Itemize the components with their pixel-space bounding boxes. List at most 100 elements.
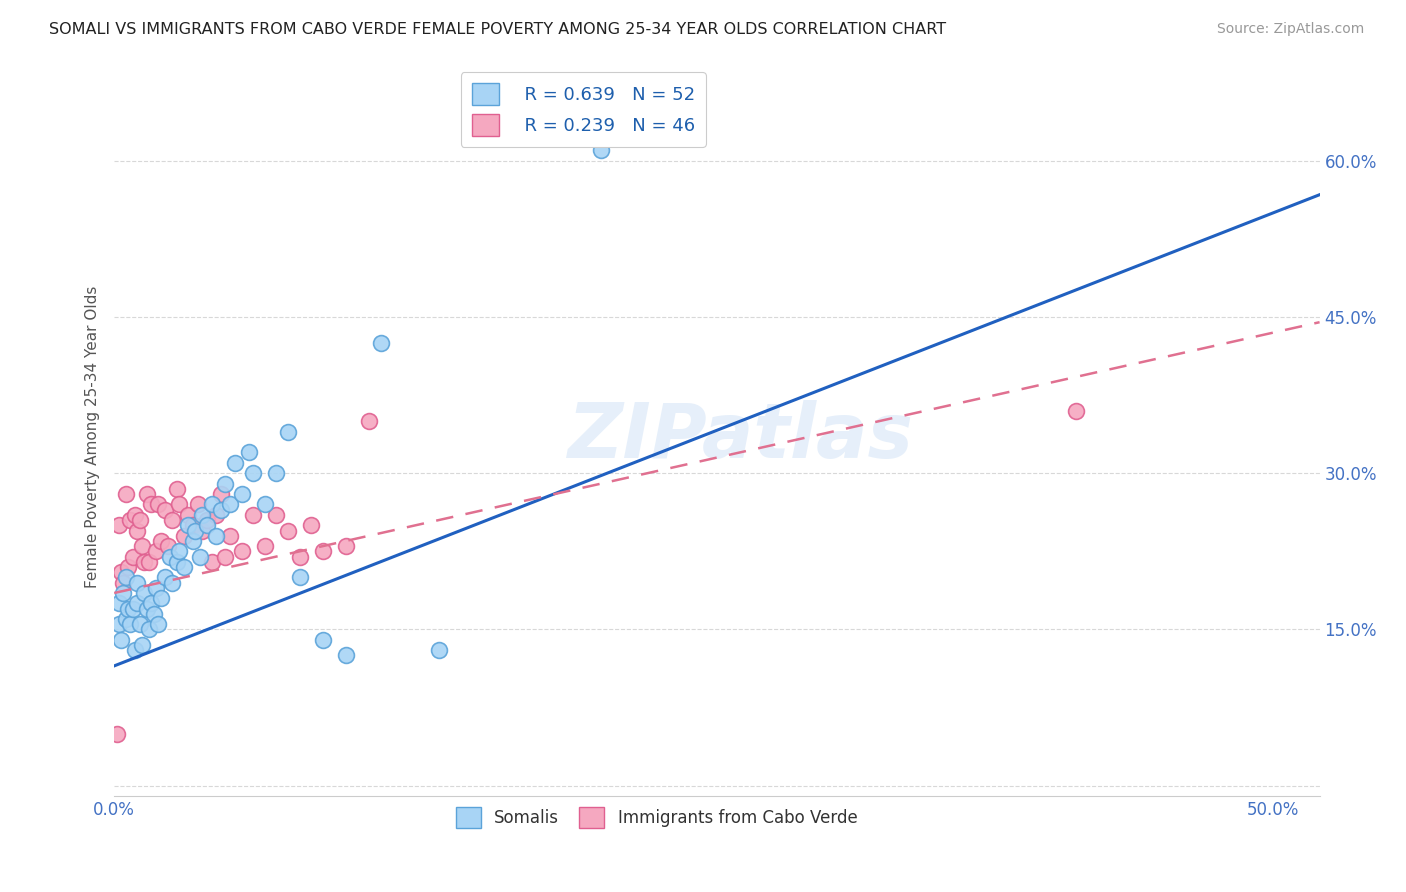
Point [335,648,357,663]
Point [266,508,288,522]
Point [153,502,176,516]
Point [224,456,246,470]
Point [120,513,142,527]
Point [142,607,165,621]
Point [184,524,207,538]
Point [149,533,172,548]
Point [149,591,172,606]
Point [188,549,211,564]
Point [148,498,170,512]
Point [134,586,156,600]
Point [148,617,170,632]
Point [138,623,160,637]
Point [200,555,222,569]
Point [167,544,190,558]
Point [195,518,218,533]
Point [209,487,232,501]
Point [153,570,176,584]
Point [112,586,135,600]
Point [127,575,149,590]
Text: ZIPatlas: ZIPatlas [568,400,914,474]
Point [195,513,218,527]
Point [121,601,143,615]
Point [238,445,260,459]
Point [124,508,146,522]
Point [131,539,153,553]
Point [200,498,222,512]
Point [156,539,179,553]
Point [173,560,195,574]
Point [242,508,264,522]
Point [145,544,167,558]
Point [370,336,392,351]
Point [187,498,209,512]
Point [159,549,181,564]
Point [253,539,276,553]
Legend: Somalis, Immigrants from Cabo Verde: Somalis, Immigrants from Cabo Verde [450,801,865,835]
Point [127,524,149,538]
Point [121,549,143,564]
Point [277,425,299,439]
Point [589,144,612,158]
Point [312,632,335,647]
Point [160,513,183,527]
Point [167,498,190,512]
Point [135,601,157,615]
Point [127,596,149,610]
Point [117,560,139,574]
Point [177,518,200,533]
Point [219,529,242,543]
Point [214,549,236,564]
Point [110,565,132,579]
Point [427,643,450,657]
Point [205,529,228,543]
Point [312,544,335,558]
Point [128,513,150,527]
Point [124,643,146,657]
Point [288,570,311,584]
Point [299,518,322,533]
Point [108,518,131,533]
Point [288,549,311,564]
Point [114,612,136,626]
Point [173,529,195,543]
Point [120,617,142,632]
Point [205,508,228,522]
Point [191,508,214,522]
Point [191,524,214,538]
Point [219,498,242,512]
Point [242,467,264,481]
Point [266,467,288,481]
Point [110,632,132,647]
Point [166,555,188,569]
Point [128,617,150,632]
Point [359,414,381,428]
Point [335,539,357,553]
Point [141,596,163,610]
Point [181,533,204,548]
Point [108,596,131,610]
Point [134,555,156,569]
Point [114,570,136,584]
Point [117,601,139,615]
Point [135,487,157,501]
Point [181,518,204,533]
Point [108,617,131,632]
Text: SOMALI VS IMMIGRANTS FROM CABO VERDE FEMALE POVERTY AMONG 25-34 YEAR OLDS CORREL: SOMALI VS IMMIGRANTS FROM CABO VERDE FEM… [49,22,946,37]
Point [231,544,253,558]
Point [209,502,232,516]
Text: Source: ZipAtlas.com: Source: ZipAtlas.com [1216,22,1364,37]
Point [160,575,183,590]
Point [231,487,253,501]
Point [1064,403,1087,417]
Point [105,726,128,740]
Point [214,476,236,491]
Point [253,498,276,512]
Point [138,555,160,569]
Point [112,575,135,590]
Point [177,508,200,522]
Point [277,524,299,538]
Y-axis label: Female Poverty Among 25-34 Year Olds: Female Poverty Among 25-34 Year Olds [86,285,100,588]
Point [166,482,188,496]
Point [141,498,163,512]
